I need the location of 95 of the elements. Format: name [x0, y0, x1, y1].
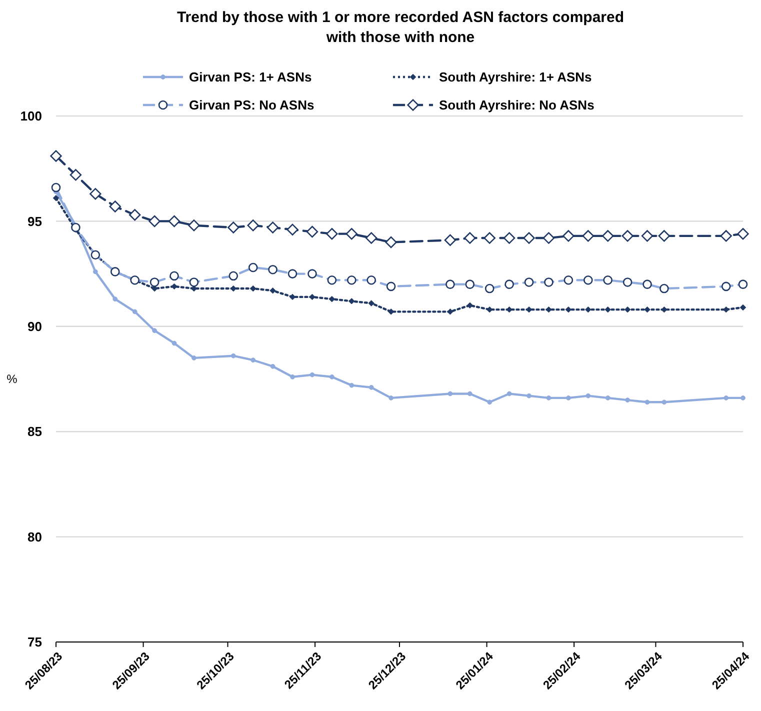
point — [385, 236, 397, 248]
point — [192, 356, 196, 360]
point — [92, 269, 98, 274]
point — [250, 285, 256, 292]
point — [447, 308, 454, 315]
chart-title: Trend by those with 1 or more recorded ASN factors compared with those with none — [176, 9, 624, 46]
point — [546, 395, 552, 400]
point — [368, 300, 374, 306]
point — [503, 232, 516, 244]
point — [365, 232, 378, 244]
point — [128, 209, 141, 221]
point — [152, 328, 157, 334]
y-axis-title: % — [6, 372, 18, 386]
point — [565, 306, 572, 313]
point — [247, 220, 259, 232]
legend-label: Girvan PS: 1+ ASNs — [189, 70, 312, 85]
point — [171, 283, 178, 290]
point — [306, 226, 318, 238]
point — [641, 230, 654, 242]
point — [720, 230, 732, 242]
point — [228, 222, 240, 234]
point — [566, 395, 571, 400]
y-tick-label: 100 — [20, 108, 42, 124]
point — [526, 393, 532, 398]
point — [172, 340, 177, 346]
point — [90, 188, 102, 200]
point — [346, 228, 358, 240]
legend-label: South Ayrshire: No ASNs — [439, 98, 594, 113]
point — [562, 230, 574, 242]
point — [368, 384, 374, 390]
point — [349, 382, 354, 388]
point — [52, 194, 60, 202]
y-tick-label: 95 — [28, 214, 42, 229]
point — [270, 364, 276, 369]
legend-label: Girvan PS: No ASNs — [189, 98, 314, 113]
point — [448, 391, 453, 396]
point — [467, 391, 472, 396]
point — [737, 228, 749, 240]
point — [50, 150, 62, 162]
point — [582, 230, 594, 242]
point — [622, 230, 634, 242]
point — [290, 374, 295, 380]
point — [724, 395, 729, 400]
point — [270, 288, 276, 294]
point — [326, 228, 338, 240]
point — [658, 230, 670, 242]
point — [328, 296, 336, 302]
y-tick-label: 80 — [28, 529, 42, 544]
point — [740, 395, 746, 400]
point — [484, 232, 496, 244]
point — [444, 234, 456, 246]
point — [250, 358, 256, 363]
point — [602, 230, 614, 242]
point — [661, 306, 668, 313]
point — [266, 222, 279, 234]
point — [506, 306, 512, 313]
point — [604, 306, 611, 313]
point — [348, 298, 355, 304]
point — [289, 294, 296, 300]
point — [586, 393, 591, 398]
point — [230, 285, 236, 292]
point — [605, 395, 610, 400]
point — [487, 400, 492, 405]
point — [286, 224, 298, 236]
point — [388, 308, 394, 315]
point — [464, 232, 476, 244]
point — [585, 306, 592, 313]
point — [309, 294, 316, 300]
point — [329, 374, 334, 380]
point — [466, 302, 473, 308]
y-tick-label: 75 — [28, 634, 42, 650]
point — [132, 309, 138, 314]
point — [168, 215, 180, 228]
point — [624, 306, 631, 313]
point — [625, 398, 630, 402]
point — [523, 232, 535, 244]
point — [542, 232, 555, 244]
point — [112, 296, 118, 302]
point — [662, 400, 667, 405]
point — [109, 200, 121, 212]
y-tick-label: 90 — [28, 318, 42, 334]
legend-label: South Ayrshire: 1+ ASNs — [439, 70, 592, 85]
point — [310, 372, 315, 378]
y-tick-label: 85 — [28, 424, 42, 440]
point — [70, 169, 82, 181]
point — [740, 304, 746, 311]
point — [486, 306, 493, 313]
point — [506, 391, 512, 396]
point — [644, 400, 650, 405]
point — [188, 220, 200, 232]
point — [230, 353, 236, 358]
point — [388, 395, 394, 400]
point — [148, 215, 160, 228]
point — [546, 306, 552, 313]
point — [644, 306, 650, 313]
